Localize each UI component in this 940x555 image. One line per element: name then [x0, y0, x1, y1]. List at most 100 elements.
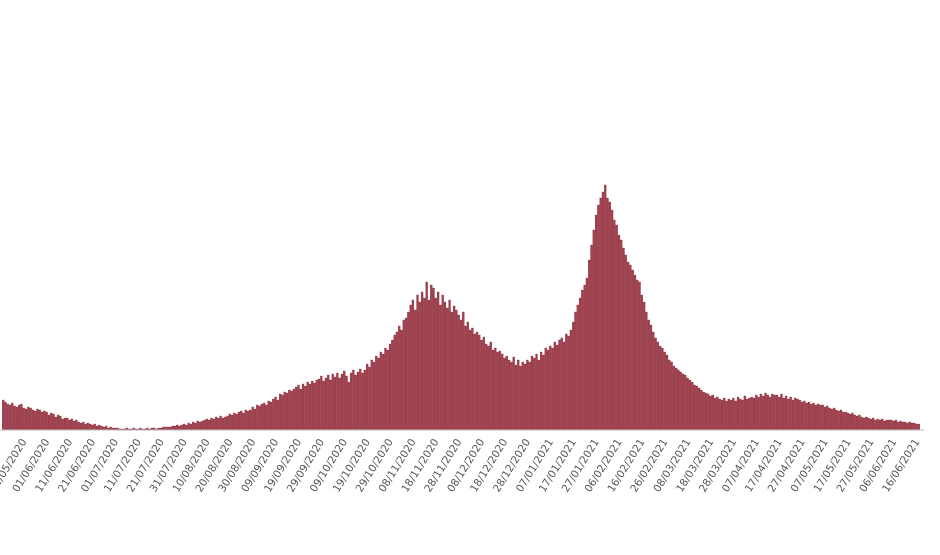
bar [590, 244, 593, 431]
bar [466, 321, 469, 431]
bar [281, 394, 284, 431]
bar [796, 398, 799, 431]
bar [608, 201, 611, 431]
bar [366, 363, 369, 431]
bar [29, 407, 32, 431]
bar [427, 299, 431, 431]
bar [913, 422, 916, 431]
bar [874, 419, 877, 431]
bar [791, 399, 795, 431]
bar [491, 349, 495, 431]
bar [40, 411, 44, 431]
bar [464, 325, 467, 431]
bar [601, 191, 605, 431]
bar [695, 385, 698, 431]
bar [356, 371, 360, 431]
bar [230, 414, 234, 431]
bar [418, 301, 421, 431]
bar [50, 412, 53, 431]
bar [526, 359, 529, 431]
bar [38, 409, 41, 431]
bar [208, 419, 211, 431]
bar [258, 405, 261, 431]
bar [798, 399, 801, 431]
bar [327, 374, 330, 431]
bar [382, 353, 385, 431]
bar [498, 350, 502, 431]
bar [400, 329, 403, 431]
bar [828, 407, 831, 431]
bar [388, 343, 392, 431]
bar [830, 408, 833, 431]
bar [210, 417, 213, 431]
bar [851, 412, 854, 431]
bar [22, 407, 25, 431]
bar [514, 364, 518, 431]
bar [881, 418, 884, 431]
bar [82, 421, 85, 431]
bar [585, 277, 589, 431]
bar [75, 419, 78, 431]
bar [235, 413, 238, 431]
bar [425, 281, 428, 431]
bar [727, 398, 730, 431]
bar [77, 421, 80, 431]
bar [720, 399, 724, 431]
bar [588, 259, 591, 431]
bar [581, 289, 584, 431]
bar [597, 204, 600, 431]
bar [633, 274, 637, 431]
bar [503, 357, 506, 431]
bar [363, 369, 366, 431]
bar [416, 294, 419, 431]
bar [59, 415, 62, 431]
bar [659, 345, 662, 431]
bar [755, 394, 758, 431]
bar [370, 359, 373, 431]
bar [20, 403, 23, 431]
bar [551, 347, 554, 431]
bar [778, 396, 781, 431]
bar [450, 311, 453, 431]
bar [368, 366, 371, 431]
bar [272, 398, 275, 431]
bar [883, 420, 886, 431]
bar [434, 297, 437, 431]
bar [276, 399, 279, 431]
bar [610, 209, 614, 431]
bar [84, 423, 87, 431]
bar [251, 406, 254, 431]
bar [260, 403, 263, 431]
bar [386, 349, 389, 431]
bar [224, 416, 227, 431]
bar [343, 370, 346, 431]
bar [592, 229, 595, 431]
bar [842, 411, 845, 431]
bar [24, 408, 28, 431]
bar [572, 321, 575, 431]
bar [647, 319, 650, 431]
bar [61, 418, 64, 431]
bar [185, 424, 188, 431]
bar [826, 405, 829, 431]
bar [899, 420, 902, 431]
bar [567, 335, 570, 431]
bar [624, 254, 627, 431]
bar [725, 400, 728, 431]
bar [2, 399, 5, 431]
bar [677, 369, 680, 431]
bar [180, 424, 183, 431]
bar [375, 355, 378, 431]
bar [384, 347, 387, 431]
bar [221, 417, 225, 431]
bar [196, 420, 199, 431]
bar [805, 402, 808, 431]
bar [803, 400, 806, 431]
bar [402, 319, 405, 431]
bar [766, 394, 769, 431]
bar [201, 420, 204, 431]
bar [679, 371, 682, 431]
bar [274, 396, 277, 431]
bar [485, 343, 488, 431]
bar [510, 361, 513, 431]
